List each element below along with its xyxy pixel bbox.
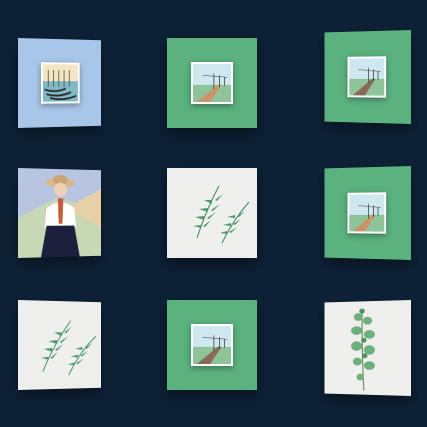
woman-in-hat-illustration-icon (18, 168, 102, 258)
gallery-card-7[interactable] (18, 300, 102, 390)
gallery-card-2[interactable] (167, 38, 257, 128)
fern-leaves-illustration-icon (193, 185, 250, 244)
gallery-card-6[interactable] (324, 166, 411, 260)
eucalyptus-branch-illustration-icon (351, 308, 375, 396)
gallery-card-1[interactable] (18, 38, 102, 128)
gondolas-photo-icon (40, 62, 80, 104)
fern-leaves-illustration-icon (18, 300, 101, 390)
railway-road-photo-icon (347, 56, 387, 98)
railway-road-photo-icon (191, 62, 233, 104)
gallery-card-8[interactable] (167, 300, 257, 390)
gallery-card-9[interactable] (324, 300, 411, 396)
gallery-card-4[interactable] (18, 168, 102, 258)
railway-road-photo-icon (191, 324, 233, 366)
railway-road-photo-icon (347, 192, 387, 234)
gallery-card-3[interactable] (324, 30, 411, 124)
gallery-card-5[interactable] (167, 168, 257, 258)
